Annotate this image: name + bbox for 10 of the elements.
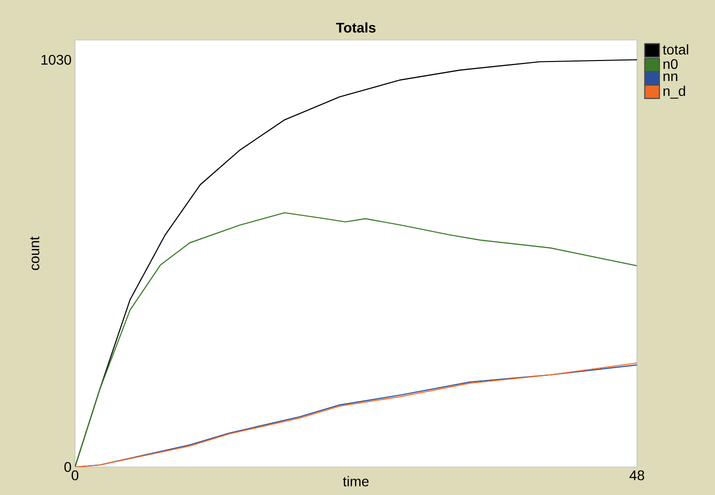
legend-label: nn bbox=[664, 74, 678, 82]
chart-title: Totals bbox=[336, 22, 376, 33]
legend-label: total bbox=[662, 44, 688, 55]
x-tick-label: 48 bbox=[630, 470, 644, 480]
line-series bbox=[75, 212, 637, 467]
legend-label: n0 bbox=[664, 59, 678, 69]
x-axis-title: time bbox=[342, 476, 369, 486]
y-tick-label: 1030 bbox=[42, 54, 72, 65]
y-axis-title: count bbox=[30, 236, 40, 270]
legend-label: n_d bbox=[664, 86, 686, 99]
